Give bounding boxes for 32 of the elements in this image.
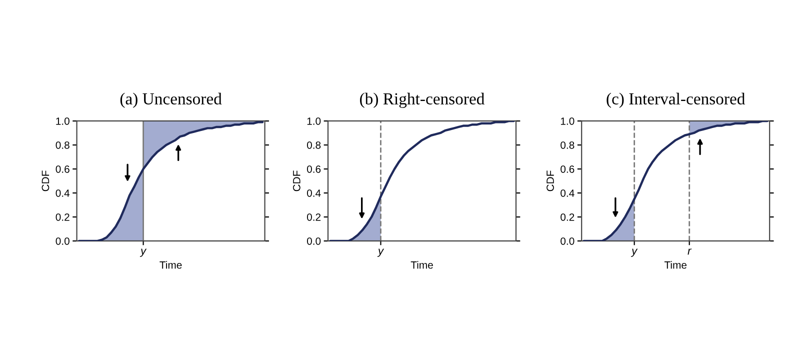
y-tick-label: 0.4	[56, 189, 70, 197]
y-tick-label: 0.6	[56, 165, 70, 173]
y-tick-label: 0.0	[56, 237, 70, 245]
y-tick-label: 1.0	[56, 117, 70, 125]
y-tick-label: 0.8	[56, 141, 70, 149]
y-tick-label: 0.4	[306, 189, 321, 197]
y-axis-title: CDF	[292, 170, 300, 192]
y-tick-label: 0.8	[306, 141, 321, 149]
line-series	[329, 120, 515, 241]
y-tick-label: 0.8	[560, 141, 574, 149]
y-tick-label: 0.6	[560, 165, 574, 173]
chart-title: (b) Right-censored	[360, 92, 485, 108]
x-tick-label: r	[688, 248, 692, 255]
y-tick-label: 1.0	[560, 117, 574, 125]
x-tick-label: y	[630, 248, 638, 257]
y-tick-label: 1.0	[307, 117, 321, 125]
y-tick-label: 0.2	[56, 213, 70, 221]
x-axis-title: Time	[160, 261, 182, 269]
y-tick-label: 0.2	[560, 213, 574, 221]
x-axis-title: Time	[410, 261, 433, 269]
x-tick-label: y	[377, 248, 384, 257]
chart-title: (a) Uncensored	[120, 92, 222, 108]
chart-title: (c) Interval-censored	[606, 92, 746, 108]
y-axis-title: CDF	[546, 170, 554, 192]
x-axis-title: Time	[664, 261, 687, 269]
y-tick-label: 0.6	[306, 165, 321, 173]
y-tick-label: 0.0	[560, 237, 574, 245]
x-tick-label: y	[140, 248, 147, 257]
y-tick-label: 0.2	[306, 213, 321, 221]
y-axis-title: CDF	[42, 170, 50, 192]
y-tick-label: 0.4	[560, 189, 574, 197]
y-tick-label: 0.0	[306, 237, 321, 245]
